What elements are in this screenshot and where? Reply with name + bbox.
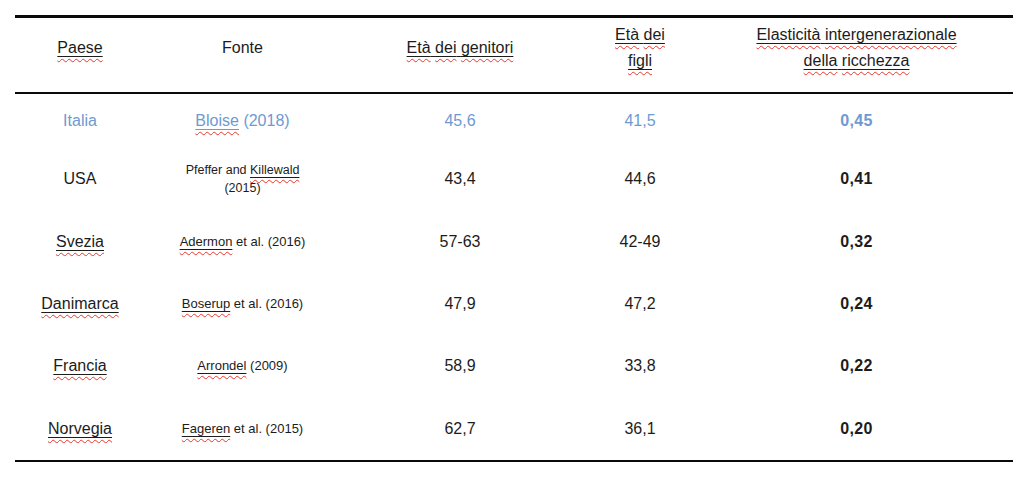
country-cell: Francia [15, 356, 145, 376]
elasticity-cell: 0,22 [700, 356, 1013, 376]
header-elasticity-line1: Elasticità intergenerazionale [756, 26, 956, 43]
country-cell: Svezia [15, 232, 145, 252]
elasticity-cell: 0,45 [700, 111, 1013, 131]
table-row-italia: Italia Bloise (2018) 45,6 41,5 0,45 [15, 94, 1013, 148]
source-suffix: (2018) [239, 112, 290, 129]
source-text: Bloise (2018) [145, 109, 340, 133]
country-cell: Danimarca [15, 294, 145, 314]
children-age-cell: 44,6 [580, 169, 700, 189]
source-suffix: (2009) [246, 358, 287, 373]
parents-age-cell: 43,4 [340, 169, 580, 189]
source-suffix: et al. (2016) [232, 234, 305, 249]
header-parents-age: Età dei genitori [340, 35, 580, 75]
children-age-cell: 36,1 [580, 419, 700, 439]
table-row-francia: Francia Arrondel (2009) 58,9 33,8 0,22 [15, 335, 1013, 397]
elasticity-cell: 0,20 [700, 419, 1013, 439]
table-row-norvegia: Norvegia Fageren et al. (2015) 62,7 36,1… [15, 397, 1013, 460]
source-suffix: et al. (2016) [230, 296, 303, 311]
header-country-label: Paese [57, 39, 102, 56]
source-author: Arrondel [197, 358, 246, 373]
source-text: Adermon et al. (2016) [145, 232, 340, 252]
country-label: Francia [53, 357, 106, 374]
source-text: Arrondel (2009) [145, 356, 340, 376]
country-cell: Norvegia [15, 419, 145, 439]
source-cell: Bloise (2018) [145, 109, 340, 133]
parents-age-cell: 47,9 [340, 294, 580, 314]
source-cell: Pfeffer and Killewald (2015) [145, 161, 340, 197]
document-page: Paese Fonte Età dei genitori Età dei fig… [0, 0, 1024, 481]
header-children-age-line2: figli [628, 52, 652, 69]
parents-age-cell: 58,9 [340, 356, 580, 376]
header-elasticity-line2: della ricchezza [804, 52, 910, 69]
country-label: Norvegia [48, 420, 112, 437]
source-author: Killewald [250, 163, 299, 177]
country-label: Svezia [56, 233, 104, 250]
country-label: Danimarca [41, 295, 118, 312]
header-elasticity: Elasticità intergenerazionale della ricc… [700, 22, 1013, 87]
source-prefix: Pfeffer and [186, 163, 250, 177]
header-source-label: Fonte [222, 39, 263, 56]
header-children-age: Età dei figli [580, 22, 700, 87]
elasticity-cell: 0,24 [700, 294, 1013, 314]
children-age-cell: 33,8 [580, 356, 700, 376]
table-bottom-rule [15, 460, 1013, 462]
wealth-elasticity-table: Paese Fonte Età dei genitori Età dei fig… [15, 15, 1013, 462]
source-cell: Boserup et al. (2016) [145, 294, 340, 314]
header-children-age-line1: Età dei [615, 26, 665, 43]
parents-age-cell: 57-63 [340, 232, 580, 252]
source-cell: Adermon et al. (2016) [145, 232, 340, 252]
table-row-svezia: Svezia Adermon et al. (2016) 57-63 42-49… [15, 210, 1013, 273]
source-cell: Fageren et al. (2015) [145, 419, 340, 439]
parents-age-cell: 45,6 [340, 111, 580, 131]
children-age-cell: 47,2 [580, 294, 700, 314]
table-header-row: Paese Fonte Età dei genitori Età dei fig… [15, 18, 1013, 92]
source-cell: Arrondel (2009) [145, 356, 340, 376]
children-age-cell: 41,5 [580, 111, 700, 131]
header-country: Paese [15, 35, 145, 75]
children-age-cell: 42-49 [580, 232, 700, 252]
source-text: Boserup et al. (2016) [145, 294, 340, 314]
source-text: Fageren et al. (2015) [145, 419, 340, 439]
elasticity-cell: 0,32 [700, 232, 1013, 252]
country-cell: USA [15, 169, 145, 189]
table-row-usa: USA Pfeffer and Killewald (2015) 43,4 44… [15, 148, 1013, 210]
source-text: Pfeffer and Killewald [145, 161, 340, 180]
table-row-danimarca: Danimarca Boserup et al. (2016) 47,9 47,… [15, 273, 1013, 335]
source-author: Boserup [182, 296, 230, 311]
source-author: Fageren [182, 421, 230, 436]
source-suffix: et al. (2015) [230, 421, 303, 436]
source-year: (2015) [145, 180, 340, 197]
country-cell: Italia [15, 111, 145, 131]
header-parents-age-label: Età dei genitori [407, 39, 514, 56]
source-author: Bloise [195, 112, 239, 129]
country-label: Italia [63, 112, 97, 129]
source-author: Adermon [180, 234, 233, 249]
elasticity-cell: 0,41 [700, 169, 1013, 189]
header-source: Fonte [145, 35, 340, 75]
country-label: USA [64, 170, 97, 187]
parents-age-cell: 62,7 [340, 419, 580, 439]
